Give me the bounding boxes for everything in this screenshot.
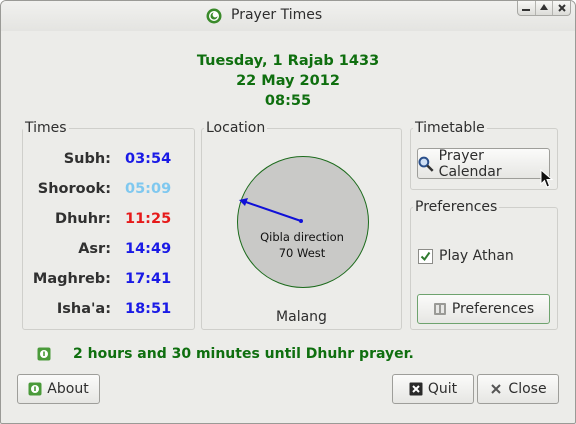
- prayer-row-asr: Asr: 14:49: [23, 241, 191, 263]
- qibla-compass: [237, 156, 369, 288]
- times-frame-label: Times: [23, 120, 69, 136]
- hijri-date: Tuesday, 1 Rajab 1433: [196, 53, 380, 69]
- close-icon: [491, 384, 502, 394]
- checkmark-icon: [420, 251, 431, 261]
- location-frame-label: Location: [204, 120, 268, 136]
- location-city: Malang: [276, 309, 327, 325]
- magnifier-icon: [418, 156, 434, 172]
- close-label: Close: [508, 381, 547, 397]
- play-athan-checkbox[interactable]: [418, 248, 433, 264]
- prayer-time: 05:09: [125, 181, 172, 197]
- qibla-label: Qibla direction 70 West: [241, 229, 363, 261]
- prayer-calendar-button[interactable]: Prayer Calendar: [417, 147, 550, 180]
- status-message: 2 hours and 30 minutes until Dhuhr praye…: [73, 346, 414, 362]
- prayer-row-maghreb: Maghreb: 17:41: [23, 271, 191, 293]
- mouse-cursor-icon: [540, 169, 554, 188]
- qibla-needle: [239, 198, 303, 223]
- preferences-button[interactable]: Preferences: [417, 294, 550, 324]
- prayer-name: Subh:: [63, 151, 111, 167]
- info-icon: [37, 347, 51, 361]
- prayer-row-dhuhr: Dhuhr: 11:25: [23, 211, 191, 233]
- play-athan-option[interactable]: Play Athan: [418, 248, 514, 264]
- preferences-frame-label: Preferences: [413, 199, 500, 215]
- prayer-name: Isha'a:: [56, 301, 111, 317]
- times-frame: [22, 128, 195, 330]
- prayer-name: Asr:: [78, 241, 111, 257]
- about-button[interactable]: About: [17, 374, 100, 404]
- window-title: Prayer Times: [231, 7, 323, 23]
- prayer-row-shorook: Shorook: 05:09: [23, 181, 191, 203]
- minimize-icon[interactable]: [518, 1, 535, 15]
- timetable-frame-label: Timetable: [413, 120, 487, 136]
- prayer-row-subh: Subh: 03:54: [23, 151, 191, 173]
- gregorian-date: 22 May 2012: [236, 73, 340, 89]
- close-icon[interactable]: [552, 1, 570, 15]
- maximize-icon[interactable]: [534, 1, 553, 15]
- quit-icon: [409, 382, 423, 396]
- window-controls: [517, 1, 571, 16]
- prayer-name: Maghreb:: [32, 271, 111, 287]
- prayer-times-app-icon: [206, 8, 222, 24]
- titlebar[interactable]: Prayer Times: [1, 1, 575, 31]
- prayer-time: 14:49: [125, 241, 172, 257]
- prayer-time: 03:54: [125, 151, 172, 167]
- preferences-icon: [433, 303, 446, 315]
- current-time: 08:55: [264, 93, 312, 109]
- prayer-row-ishaa: Isha'a: 18:51: [23, 301, 191, 323]
- close-button[interactable]: Close: [477, 374, 559, 404]
- quit-button[interactable]: Quit: [392, 374, 474, 404]
- play-athan-label: Play Athan: [439, 248, 514, 264]
- info-icon: [28, 382, 42, 396]
- qibla-direction-label: Qibla direction: [260, 230, 344, 244]
- date-header: Tuesday, 1 Rajab 1433 22 May 2012 08:55: [1, 51, 575, 111]
- quit-label: Quit: [427, 381, 458, 397]
- prayer-time: 17:41: [125, 271, 172, 287]
- prayer-time: 18:51: [125, 301, 172, 317]
- prayer-calendar-label: Prayer Calendar: [438, 147, 502, 180]
- preferences-button-label: Preferences: [451, 301, 535, 317]
- qibla-direction-value: 70 West: [278, 246, 326, 260]
- prayer-time: 11:25: [125, 211, 172, 227]
- prayer-name: Dhuhr:: [55, 211, 111, 227]
- prayer-name: Shorook:: [37, 181, 111, 197]
- about-label: About: [47, 381, 89, 397]
